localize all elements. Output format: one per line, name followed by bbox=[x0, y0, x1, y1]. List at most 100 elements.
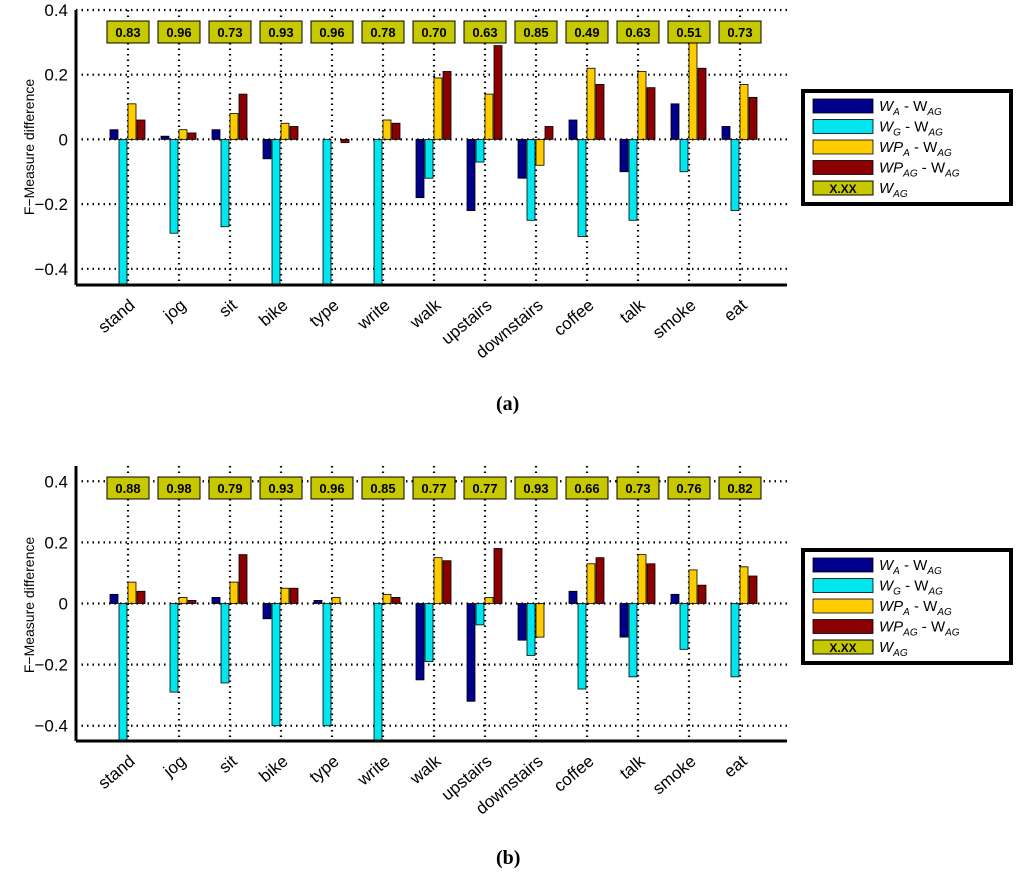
bar-sit-s3 bbox=[238, 554, 248, 604]
xtick-label-coffee: coffee bbox=[550, 296, 597, 340]
xtick-label-coffee: coffee bbox=[550, 752, 597, 796]
bar-talk-s1 bbox=[628, 139, 638, 221]
wag-value-smoke: 0.76 bbox=[676, 481, 701, 496]
bar-eat-s1 bbox=[730, 139, 740, 211]
legend-label-3: WPAG - WAG bbox=[879, 619, 960, 639]
bar-type-s1 bbox=[322, 139, 332, 286]
legend-label-3: WPAG - WAG bbox=[879, 160, 960, 180]
bar-stand-s0 bbox=[109, 129, 119, 140]
wag-value-stand: 0.88 bbox=[115, 481, 140, 496]
wag-value-bike: 0.93 bbox=[268, 25, 293, 40]
bar-upstairs-s2 bbox=[484, 93, 494, 140]
xtick-label-type: type bbox=[306, 296, 343, 331]
xtick-label-stand: stand bbox=[94, 296, 138, 337]
ytick-label: −0.2 bbox=[34, 195, 68, 214]
bar-smoke-s2 bbox=[688, 38, 698, 140]
bar-talk-s3 bbox=[646, 563, 656, 604]
bar-talk-s2 bbox=[637, 71, 647, 140]
ytick-label: −0.2 bbox=[34, 656, 68, 675]
bar-coffee-s0 bbox=[568, 590, 578, 604]
wag-value-bike: 0.93 bbox=[268, 481, 293, 496]
bar-sit-s2 bbox=[229, 581, 239, 604]
bar-smoke-s0 bbox=[670, 103, 680, 140]
panel-label-a: (a) bbox=[496, 393, 520, 415]
wag-box-upstairs bbox=[463, 476, 507, 500]
wag-box-eat bbox=[718, 476, 762, 500]
bar-sit-s3 bbox=[238, 93, 248, 140]
ytick-label: 0.4 bbox=[44, 472, 68, 491]
bar-stand-s0 bbox=[109, 593, 119, 604]
legend-label-0: WA - WAG bbox=[879, 98, 942, 118]
wag-value-talk: 0.73 bbox=[625, 481, 650, 496]
bar-downstairs-s2 bbox=[535, 139, 545, 166]
bar-write-s2 bbox=[382, 119, 392, 140]
bar-write-s2 bbox=[382, 593, 392, 604]
wag-box-bike bbox=[259, 20, 303, 44]
bar-upstairs-s0 bbox=[466, 603, 476, 702]
bar-talk-s2 bbox=[637, 554, 647, 604]
wag-value-sit: 0.79 bbox=[217, 481, 242, 496]
bar-smoke-s3 bbox=[697, 67, 707, 140]
ytick-label: −0.4 bbox=[34, 260, 68, 279]
bar-talk-s0 bbox=[619, 139, 629, 173]
wag-value-downstairs: 0.93 bbox=[523, 481, 548, 496]
bar-stand-s2 bbox=[127, 581, 137, 604]
legend-label-2: WPA - WAG bbox=[879, 139, 952, 159]
wag-box-jog bbox=[157, 476, 201, 500]
wag-value-sit: 0.73 bbox=[217, 25, 242, 40]
ytick-label: 0 bbox=[59, 130, 68, 149]
bar-coffee-s0 bbox=[568, 119, 578, 140]
xtick-label-stand: stand bbox=[94, 752, 138, 793]
bar-write-s1 bbox=[373, 603, 383, 742]
bar-upstairs-s1 bbox=[475, 139, 485, 163]
xtick-label-eat: eat bbox=[720, 751, 751, 781]
bar-bike-s2 bbox=[280, 122, 290, 140]
xtick-label-talk: talk bbox=[616, 751, 649, 783]
legend-box-text: X.XX bbox=[829, 182, 856, 196]
wag-box-eat bbox=[718, 20, 762, 44]
bar-bike-s0 bbox=[262, 139, 272, 160]
ytick-label: 0.4 bbox=[44, 1, 68, 20]
bar-jog-s2 bbox=[178, 596, 188, 604]
wag-value-type: 0.96 bbox=[319, 25, 344, 40]
bar-talk-s3 bbox=[646, 87, 656, 140]
bar-downstairs-s3 bbox=[544, 126, 554, 140]
bar-stand-s3 bbox=[136, 590, 146, 604]
bar-sit-s1 bbox=[220, 603, 230, 684]
wag-box-talk bbox=[616, 476, 660, 500]
legend-label-1: WG - WAG bbox=[879, 119, 943, 139]
wag-box-downstairs bbox=[514, 20, 558, 44]
bar-coffee-s2 bbox=[586, 67, 596, 140]
xtick-label-sit: sit bbox=[215, 751, 240, 777]
wag-value-walk: 0.77 bbox=[421, 481, 446, 496]
legend-label-4: WAG bbox=[879, 180, 908, 200]
legend-swatch-box bbox=[812, 639, 874, 655]
legend-swatch-0 bbox=[812, 98, 874, 114]
wag-box-stand bbox=[106, 476, 150, 500]
wag-box-coffee bbox=[565, 20, 609, 44]
bar-walk-s1 bbox=[424, 603, 434, 662]
wag-box-stand bbox=[106, 20, 150, 44]
y-axis-label: F−Measure difference bbox=[21, 537, 37, 674]
wag-value-downstairs: 0.85 bbox=[523, 25, 548, 40]
bar-coffee-s3 bbox=[595, 557, 605, 604]
bar-smoke-s1 bbox=[679, 139, 689, 173]
xtick-label-smoke: smoke bbox=[649, 752, 700, 799]
bar-jog-s2 bbox=[178, 129, 188, 140]
legend-swatch-2 bbox=[812, 139, 874, 155]
ytick-label: 0.2 bbox=[44, 533, 68, 552]
wag-value-jog: 0.96 bbox=[166, 25, 191, 40]
bar-type-s3 bbox=[340, 139, 350, 144]
xtick-label-jog: jog bbox=[159, 752, 189, 782]
wag-value-eat: 0.82 bbox=[727, 481, 752, 496]
bar-eat-s0 bbox=[721, 126, 731, 140]
bar-sit-s0 bbox=[211, 129, 221, 140]
chart-b: −0.4 −0.2 0 0.2 0.4 F−Measure difference stand… bbox=[21, 466, 1013, 818]
bar-smoke-s2 bbox=[688, 569, 698, 604]
legend-swatch-3 bbox=[812, 619, 874, 634]
wag-box-sit bbox=[208, 476, 252, 500]
legend-label-0: WA - WAG bbox=[879, 557, 942, 577]
wag-box-smoke bbox=[667, 476, 711, 500]
wag-box-downstairs bbox=[514, 476, 558, 500]
